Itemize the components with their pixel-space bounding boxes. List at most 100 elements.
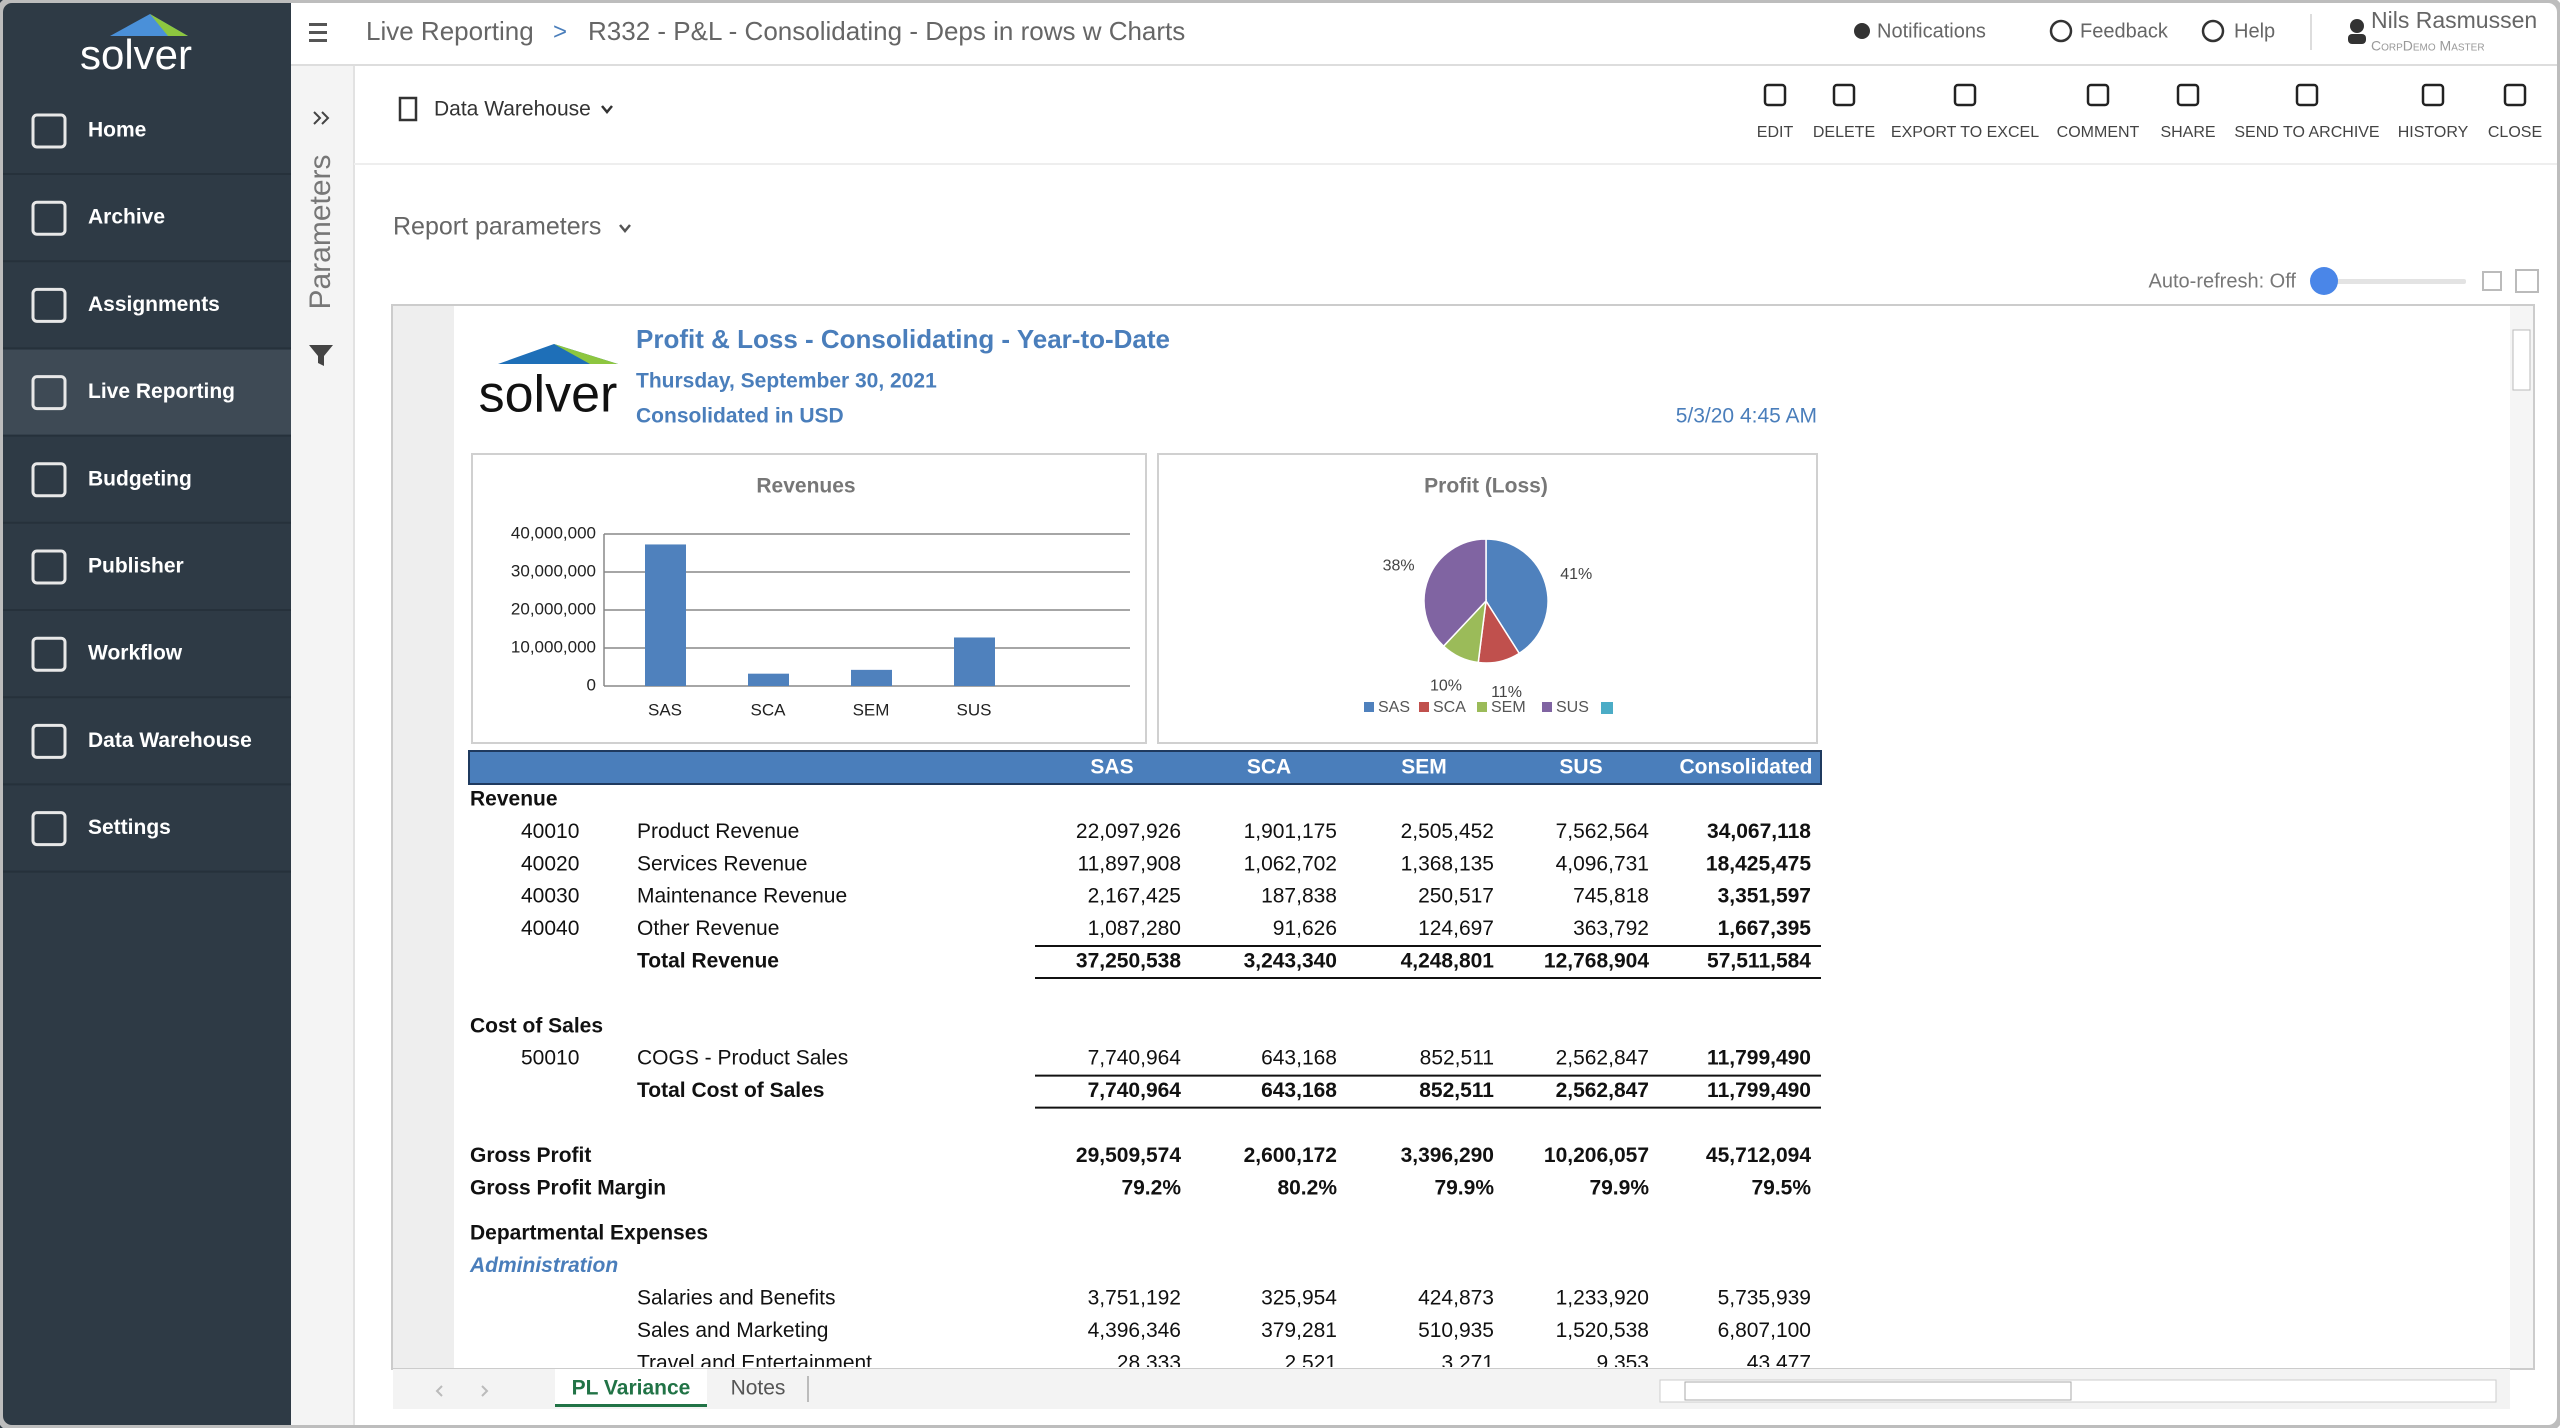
vertical-scrollbar[interactable] [2510,306,2533,1368]
y-tick-label: 20,000,000 [511,599,596,618]
cell-value: 187,838 [1261,885,1337,908]
nav-item[interactable]: Settings [88,816,171,839]
action-button[interactable]: EXPORT TO EXCEL [1891,124,2039,141]
cell-value: 1,368,135 [1401,852,1494,875]
cell-value: 3,751,192 [1088,1287,1181,1310]
cell-value: 43,477 [1747,1351,1811,1374]
cell-value: 28,333 [1117,1351,1181,1374]
nav-icon [31,287,67,323]
tab-scroll[interactable] [435,1385,489,1397]
report-currency: Consolidated in USD [636,405,844,428]
bar [851,669,892,686]
nav-item[interactable]: Home [88,119,146,142]
cell-value: 379,281 [1261,1319,1337,1342]
cell-value: 7,740,964 [1088,1047,1182,1070]
tab[interactable]: PL Variance [572,1377,691,1400]
nav-icon [31,462,67,498]
scroll-thumb[interactable] [1684,1381,2072,1401]
pie-slice [1423,538,1487,648]
action-button[interactable]: SHARE [2160,124,2215,141]
nav-item[interactable]: Data Warehouse [88,729,252,752]
row-label: Sales and Marketing [637,1319,828,1342]
column-header: SCA [1247,756,1291,779]
action-button[interactable]: EDIT [1757,124,1794,141]
nav-icon [31,549,67,585]
row-label: Cost of Sales [470,1014,603,1037]
company: CorpDemo Master [2371,38,2485,54]
nav-active [0,349,291,436]
cell-value: 2,505,452 [1401,820,1494,843]
legend-swatch [1364,702,1374,712]
report-parameters[interactable]: Report parameters [393,213,601,241]
cell-value: 80.2% [1277,1176,1337,1199]
cell-value: 11,799,490 [1707,1079,1811,1102]
active-tab[interactable] [555,1369,707,1407]
cell-value: 363,792 [1573,917,1649,940]
menu-button[interactable] [309,23,327,42]
action-button[interactable]: DELETE [1813,124,1875,141]
help[interactable]: Help [2234,20,2275,42]
bar [954,637,995,686]
cell-value: 37,250,538 [1076,950,1181,973]
feedback[interactable]: Feedback [2080,20,2169,42]
action-button[interactable]: HISTORY [2398,124,2469,141]
source-selector[interactable]: Data Warehouse [434,98,591,121]
nav-item[interactable]: Budgeting [88,467,192,490]
legend-label: SUS [1556,699,1589,716]
cell-value: 2,562,847 [1556,1079,1649,1102]
tab[interactable]: Notes [731,1377,786,1400]
row-label: Total Cost of Sales [637,1079,824,1102]
cell-value: 79.9% [1434,1176,1494,1199]
row-label: Travel and Entertainment [637,1351,872,1374]
nav-icon [31,113,67,149]
user-name[interactable]: Nils Rasmussen [2371,7,2537,33]
action-button[interactable]: CLOSE [2488,124,2542,141]
nav-icon [31,200,67,236]
y-tick-label: 30,000,000 [511,561,596,580]
parameters-panel [291,66,354,1428]
cell-value: 643,168 [1261,1047,1337,1070]
cell-value: 91,626 [1273,917,1337,940]
cell-value: 18,425,475 [1706,852,1811,875]
parameters-label[interactable]: Parameters [304,154,337,309]
auto-refresh-label: Auto-refresh: Off [2149,270,2297,292]
nav-icon [31,636,67,672]
action-icon [2086,83,2110,107]
legend-swatch [1542,702,1552,712]
data-label: 10% [1430,677,1462,694]
expand-button[interactable] [313,111,330,125]
cell-value: 7,562,564 [1556,820,1650,843]
cell-value: 1,901,175 [1244,820,1337,843]
auto-refresh-toggle[interactable] [2310,267,2338,295]
cell-value: 1,667,395 [1718,917,1812,940]
action-button[interactable]: SEND TO ARCHIVE [2234,124,2379,141]
expand-icon[interactable] [2482,271,2502,291]
row-label: Product Revenue [637,820,799,843]
nav-item[interactable]: Workflow [88,642,183,665]
action-button[interactable]: COMMENT [2057,124,2140,141]
cell-value: 4,096,731 [1556,852,1649,875]
notifications[interactable]: Notifications [1877,20,1986,42]
data-label: 11% [1491,684,1522,701]
row-label: Other Revenue [637,917,779,940]
cell-value: 45,712,094 [1706,1144,1811,1167]
nav-item[interactable]: Live Reporting [88,380,235,403]
cell-value: 3,271 [1441,1351,1494,1374]
cell-value: 57,511,584 [1707,950,1811,973]
filter-icon[interactable] [309,345,333,366]
nav-item[interactable]: Publisher [88,555,184,578]
row-label: Gross Profit [470,1144,591,1167]
bar [645,544,686,686]
breadcrumb-link[interactable]: Live Reporting [366,16,534,46]
grid-icon[interactable] [2515,269,2539,293]
cell-value: 34,067,118 [1707,820,1811,843]
scroll-thumb[interactable] [2512,329,2531,391]
cell-value: 79.2% [1121,1176,1181,1199]
cell-value: 3,351,597 [1718,885,1811,908]
cell-value: 424,873 [1418,1287,1494,1310]
nav-item[interactable]: Assignments [88,293,220,316]
nav-item[interactable]: Archive [88,206,165,229]
account-code: 40010 [521,820,579,843]
